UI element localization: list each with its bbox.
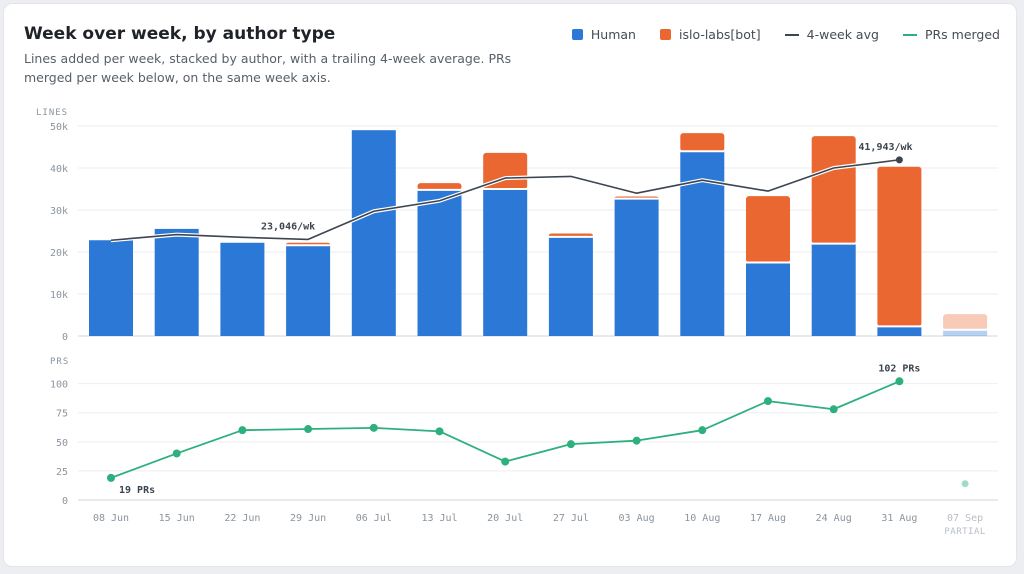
legend-swatch-human [571, 29, 583, 40]
bottom-y-tick-label: 75 [56, 409, 68, 420]
bottom-y-tick-label: 100 [50, 380, 68, 391]
bottom-y-tick-label: 0 [62, 496, 68, 507]
prs-annotation: 19 PRs [119, 485, 155, 496]
avg-line-end-point[interactable] [895, 156, 903, 164]
legend-item-avg[interactable]: 4-week avg [784, 27, 879, 42]
avg-line[interactable] [110, 159, 900, 242]
x-tick-label: 20 Jul [487, 513, 523, 524]
x-tick-label: 10 Aug [684, 513, 720, 524]
x-tick-label: 13 Jul [421, 513, 457, 524]
prs-point[interactable] [961, 480, 969, 488]
x-tick-label: 22 Jun [224, 513, 260, 524]
bar-bot[interactable] [680, 133, 725, 152]
bar-bot[interactable] [811, 136, 856, 244]
x-tick-label: 29 Jun [290, 513, 326, 524]
bar-human[interactable] [154, 228, 199, 336]
prs-point[interactable] [369, 423, 378, 432]
prs-point[interactable] [632, 436, 641, 445]
prs-annotation: 102 PRs [878, 363, 920, 374]
bar-human[interactable] [286, 245, 331, 336]
x-tick-label: 24 Aug [816, 513, 852, 524]
bar-human[interactable] [89, 240, 133, 336]
legend-label-bot: islo-labs[bot] [678, 27, 761, 42]
legend-item-prs[interactable]: PRs merged [902, 27, 1000, 42]
bar-human[interactable] [220, 242, 265, 336]
prs-point[interactable] [764, 397, 772, 406]
legend-label-prs: PRs merged [924, 27, 1000, 42]
top-y-tick-label: 30k [50, 206, 68, 217]
legend-item-human[interactable]: Human [571, 27, 636, 42]
prs-point[interactable] [304, 425, 313, 434]
bar-bot[interactable] [943, 314, 988, 330]
bottom-y-tick-label: 50 [56, 438, 68, 449]
bar-human[interactable] [943, 329, 988, 336]
top-y-tick-label: 20k [50, 248, 68, 259]
prs-point[interactable] [895, 377, 904, 386]
prs-point[interactable] [698, 426, 707, 435]
bar-human[interactable] [351, 130, 396, 336]
bar-bot[interactable] [746, 196, 790, 263]
prs-point[interactable] [435, 427, 444, 436]
top-y-axis-title: LINES [36, 108, 68, 118]
legend-item-bot[interactable]: islo-labs[bot] [659, 27, 761, 42]
prs-point[interactable] [566, 440, 575, 449]
x-tick-label: 07 Sep [947, 513, 983, 524]
prs-point[interactable] [501, 457, 510, 466]
legend-swatch-avg [784, 33, 799, 36]
avg-annotation: 23,046/wk [261, 221, 315, 232]
prs-point[interactable] [829, 405, 838, 414]
x-tick-label: 03 Aug [619, 513, 655, 524]
bar-human[interactable] [746, 262, 790, 337]
prs-point[interactable] [107, 473, 115, 482]
x-tick-label: 08 Jun [93, 513, 129, 524]
bar-human[interactable] [483, 189, 528, 336]
bottom-y-axis-title: PRS [50, 357, 69, 367]
legend-swatch-bot [659, 29, 671, 40]
top-y-tick-label: 50k [50, 122, 68, 133]
x-tick-label: 06 Jul [356, 513, 392, 524]
bar-human[interactable] [417, 189, 462, 336]
x-tick-label: 15 Jun [159, 513, 195, 524]
avg-annotation: 41,943/wk [858, 142, 912, 153]
x-tick-label: 31 Aug [881, 513, 917, 524]
prs-point[interactable] [172, 449, 181, 458]
chart-title: Week over week, by author type [24, 24, 336, 44]
x-tick-label: 27 Jul [553, 513, 589, 524]
legend: Human islo-labs[bot] 4-week avg PRs merg… [571, 27, 1000, 42]
legend-label-avg: 4-week avg [806, 27, 879, 42]
bar-bot[interactable] [877, 166, 922, 327]
bottom-y-tick-label: 25 [56, 467, 68, 478]
top-y-tick-label: 40k [50, 164, 68, 175]
chart-subtitle: Lines added per week, stacked by author,… [24, 51, 512, 85]
partial-label: PARTIAL [944, 527, 985, 537]
bar-human[interactable] [811, 243, 856, 336]
top-y-tick-label: 0 [62, 332, 68, 343]
x-tick-label: 17 Aug [750, 513, 786, 524]
top-y-tick-label: 10k [50, 290, 68, 301]
bar-human[interactable] [548, 236, 593, 336]
prs-point[interactable] [238, 426, 247, 435]
bar-bot[interactable] [417, 183, 462, 190]
legend-swatch-prs [902, 33, 917, 36]
legend-label-human: Human [590, 27, 636, 42]
bar-human[interactable] [614, 198, 659, 336]
bar-human[interactable] [877, 326, 922, 336]
